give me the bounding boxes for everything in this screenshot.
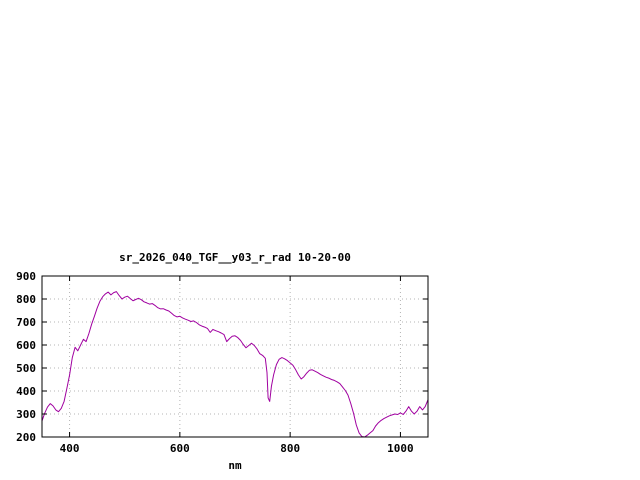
data-series-line: [41, 291, 429, 438]
grid-lines: [42, 275, 428, 437]
x-tick-label: 600: [170, 442, 190, 455]
y-tick-label: 400: [16, 385, 36, 398]
y-tick-label: 900: [16, 270, 36, 283]
data-series-layer: [41, 291, 429, 438]
plot-border: [41, 275, 429, 438]
x-tick-label: 400: [60, 442, 80, 455]
y-tick-label: 500: [16, 362, 36, 375]
plot-title: sr_2026_040_TGF__y03_r_rad 10-20-00: [119, 251, 351, 264]
tick-labels-layer: 400 600 800 1000 200 300 400 500 600 700 800 900: [16, 270, 414, 455]
x-axis-label: nm: [228, 459, 242, 472]
y-tick-label: 300: [16, 408, 36, 421]
y-tick-label: 800: [16, 293, 36, 306]
axes-layer: [41, 275, 429, 438]
x-tick-label: 1000: [387, 442, 414, 455]
y-tick-label: 700: [16, 316, 36, 329]
y-tick-label: 600: [16, 339, 36, 352]
x-tick-label: 800: [280, 442, 300, 455]
y-tick-label: 200: [16, 431, 36, 444]
